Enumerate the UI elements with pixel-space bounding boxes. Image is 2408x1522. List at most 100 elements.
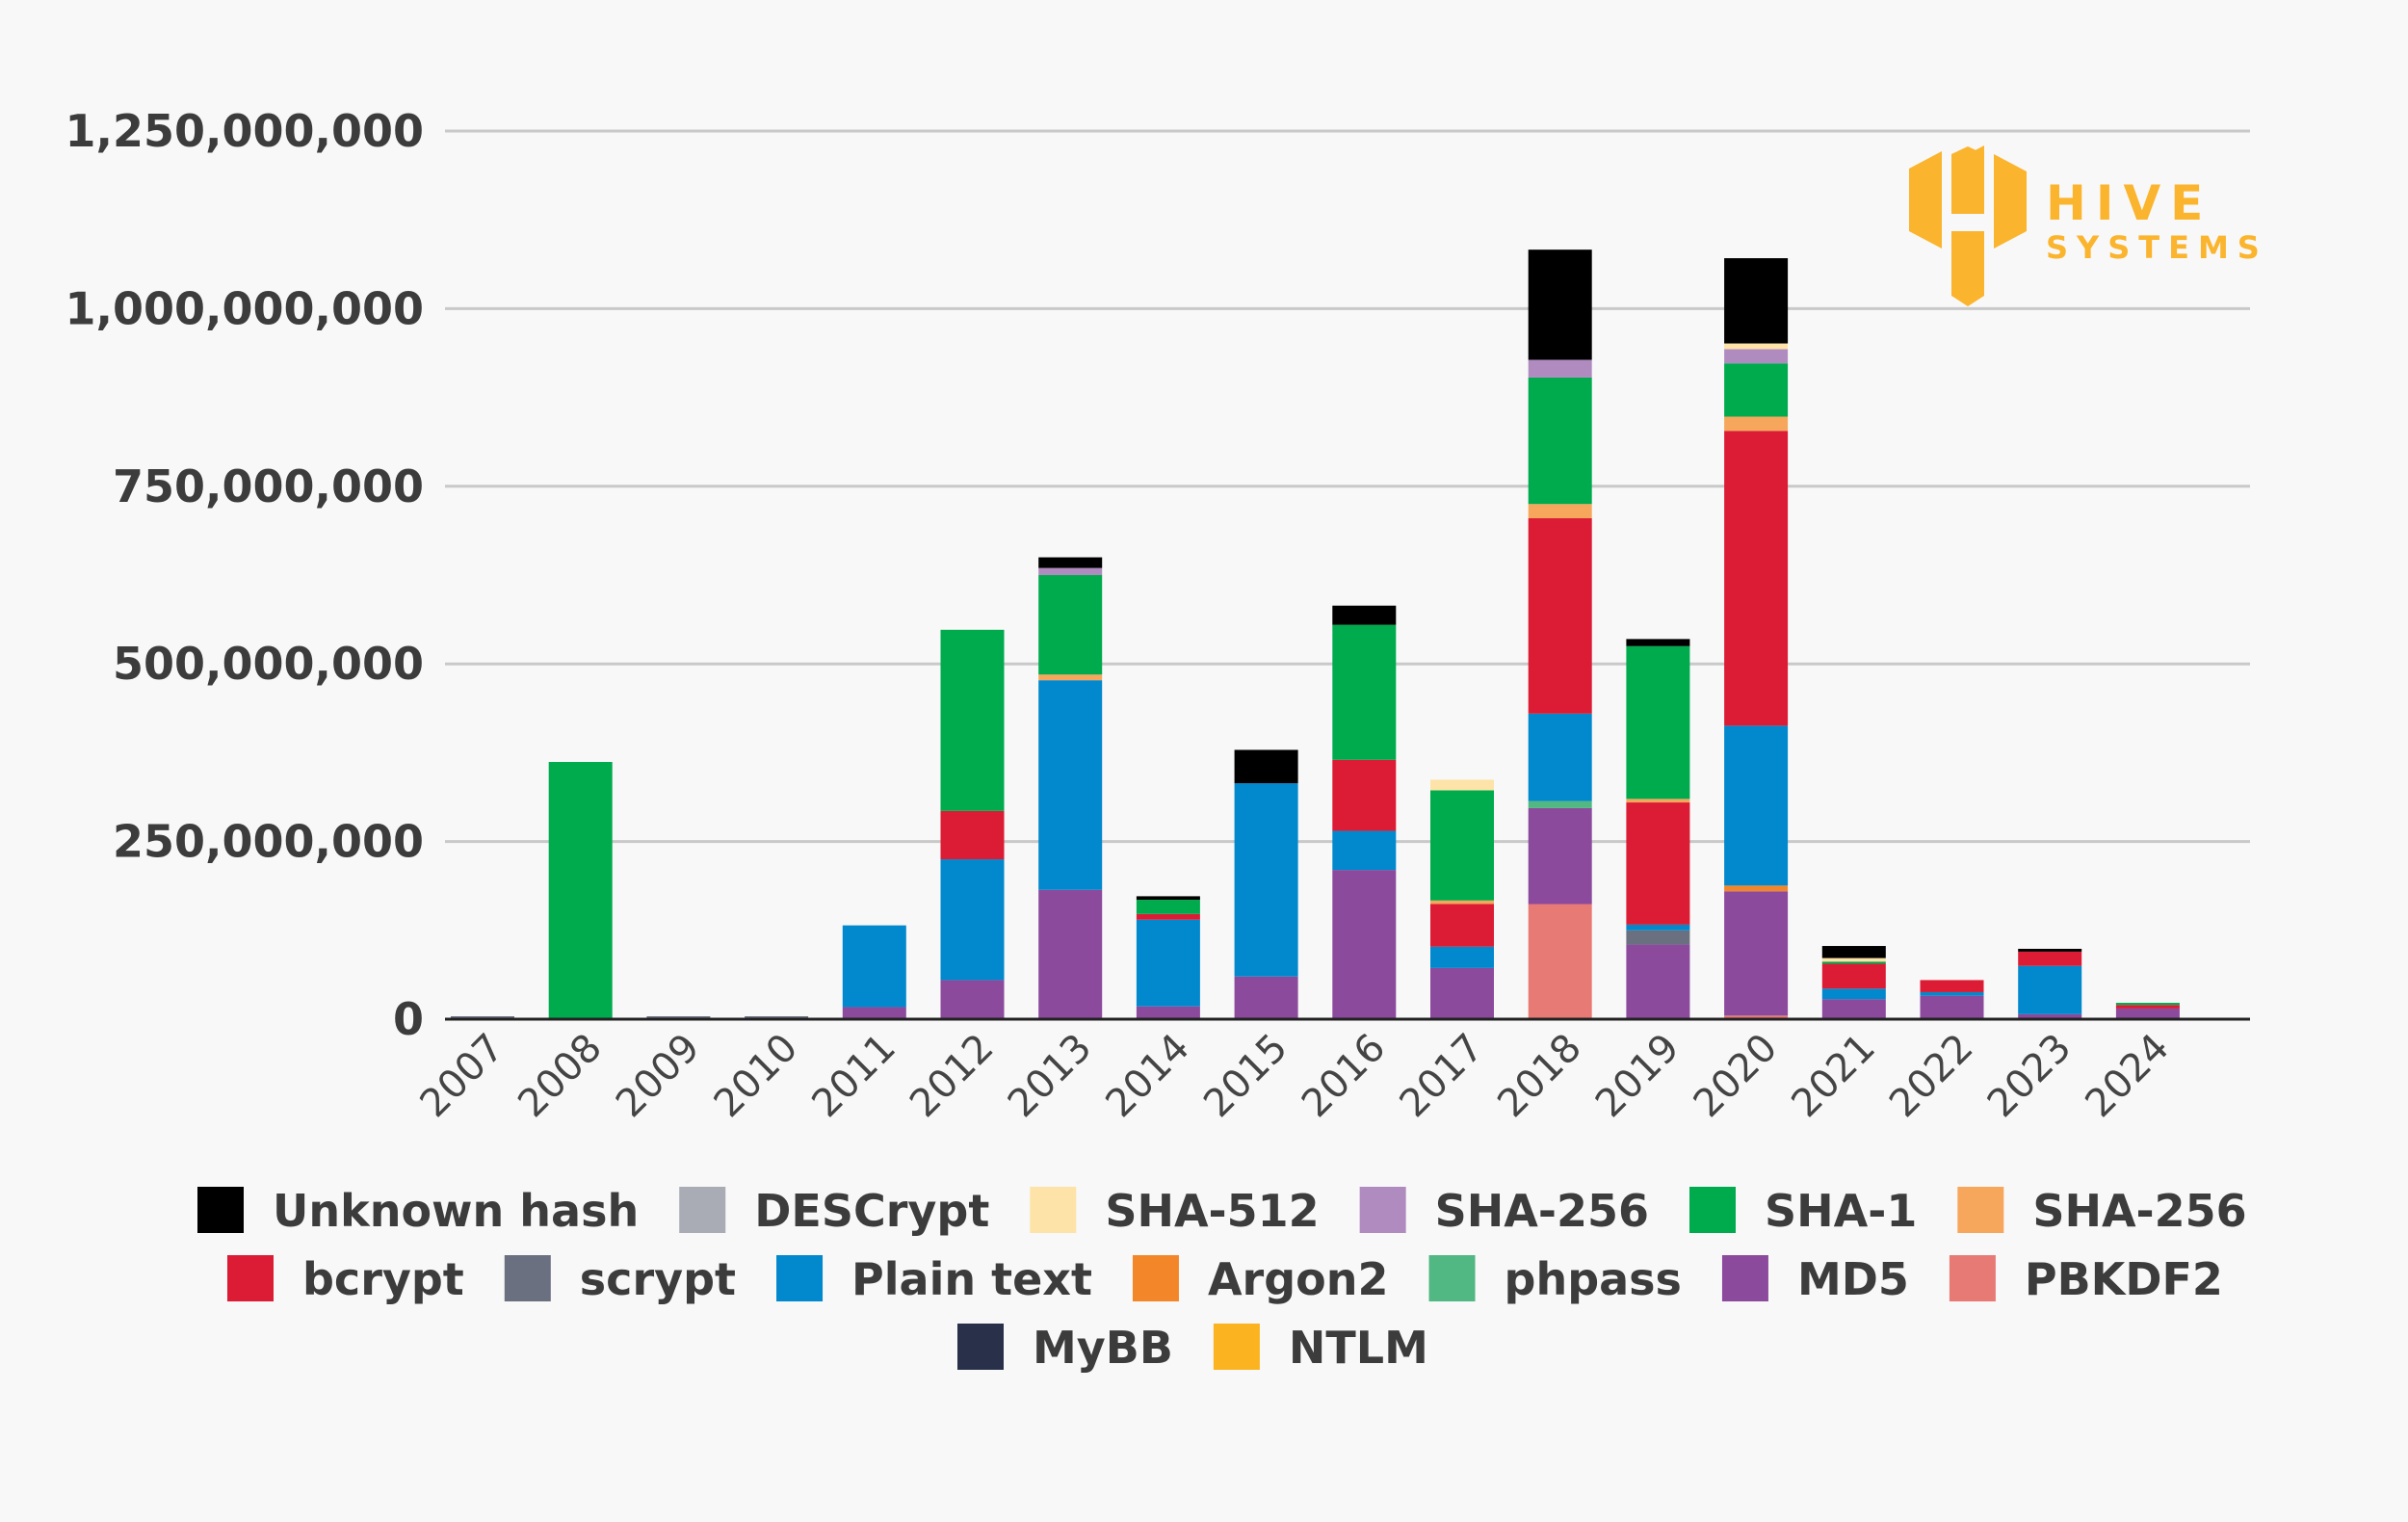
bar-segment-md5-2022 <box>1920 995 1984 1019</box>
bar-segment-plain-text-2013 <box>1038 680 1103 890</box>
bar-segment-sha-1-2013 <box>1038 575 1103 675</box>
bar-segment-sha-512-2017 <box>1430 779 1494 791</box>
bar-segment-scrypt-2019 <box>1626 930 1690 945</box>
x-tick-label: 2021 <box>1783 1026 1884 1127</box>
bar-segment-bcrypt-2023 <box>2018 951 2082 966</box>
y-tick-label: 1,250,000,000 <box>65 105 425 157</box>
logo-line1: HIVE <box>2046 175 2212 231</box>
bar-segment-unknown-hash-2020 <box>1724 258 1789 344</box>
legend-label: SHA-512 <box>1105 1185 1319 1237</box>
bar-stack-2017 <box>1430 779 1494 1019</box>
legend-item-md5: MD5 <box>1721 1253 1909 1305</box>
bar-stack-2008 <box>548 761 613 1019</box>
y-tick-label: 750,000,000 <box>113 460 424 512</box>
bar-segment-sha-1-2016 <box>1332 624 1397 760</box>
bar-segment-md5-2014 <box>1136 1006 1200 1019</box>
y-tick-label: 500,000,000 <box>113 638 424 690</box>
bar-segment-sha-512-2020 <box>1724 343 1789 350</box>
bar-stack-2012 <box>940 629 1005 1019</box>
legend-swatch <box>1957 1187 2004 1233</box>
bar-stack-2018 <box>1528 249 1592 1019</box>
hive-hexagon-icon <box>1909 145 2027 306</box>
legend-swatch <box>1949 1255 1996 1301</box>
stacked-bars <box>451 249 2180 1019</box>
legend-label: MyBB <box>1033 1322 1173 1374</box>
y-tick-label: 1,000,000,000 <box>65 282 425 334</box>
legend-label: MD5 <box>1797 1253 1909 1305</box>
bar-segment-sha-256-orange-2018 <box>1528 504 1592 518</box>
legend-label: PBKDF2 <box>2025 1253 2223 1305</box>
x-tick-label: 2020 <box>1686 1026 1787 1127</box>
bar-stack-2020 <box>1724 258 1789 1019</box>
legend-label: SHA-256 <box>2032 1185 2246 1237</box>
x-tick-label: 2008 <box>510 1026 611 1127</box>
bar-segment-unknown-hash-2021 <box>1821 946 1886 958</box>
y-axis-tick-labels: 0 250,000,000 500,000,000 750,000,000 1,000,… <box>65 105 425 1045</box>
bar-segment-bcrypt-2020 <box>1724 431 1789 726</box>
bar-segment-md5-2020 <box>1724 891 1789 1016</box>
legend-item-argon2: Argon2 <box>1132 1253 1389 1305</box>
x-tick-label: 2023 <box>1979 1026 2081 1127</box>
x-tick-label: 2015 <box>1195 1026 1296 1127</box>
bar-segment-plain-text-2012 <box>940 859 1005 981</box>
legend-item-sha-512: SHA-512 <box>1030 1185 1320 1237</box>
legend-swatch <box>957 1324 1004 1370</box>
bar-stack-2019 <box>1626 639 1690 1019</box>
bar-segment-sha-1-2018 <box>1528 377 1592 505</box>
legend-swatch <box>1359 1187 1406 1233</box>
legend-label: SHA-1 <box>1765 1185 1917 1237</box>
bar-segment-pbkdf2-2018 <box>1528 904 1592 1019</box>
bar-segment-sha-1-2014 <box>1136 900 1200 914</box>
legend-item-unknown-hash: Unknown hash <box>197 1185 639 1237</box>
bar-segment-bcrypt-2016 <box>1332 759 1397 831</box>
bar-segment-md5-2016 <box>1332 870 1397 1019</box>
bar-segment-sha-256-light-purple-2013 <box>1038 567 1103 575</box>
bar-segment-md5-2018 <box>1528 807 1592 905</box>
legend-item-sha-256-light-purple: SHA-256 <box>1359 1185 1649 1237</box>
bar-segment-md5-2021 <box>1821 999 1886 1019</box>
bar-segment-bcrypt-2021 <box>1821 963 1886 989</box>
bar-segment-bcrypt-2017 <box>1430 904 1494 947</box>
bar-segment-sha-1-2019 <box>1626 645 1690 800</box>
bar-segment-sha-1-2020 <box>1724 363 1789 417</box>
bar-segment-plain-text-2020 <box>1724 725 1789 886</box>
x-tick-label: 2013 <box>1000 1026 1101 1127</box>
bar-segment-sha-256-light-purple-2018 <box>1528 359 1592 378</box>
logo-line2: SYSTEMS <box>2046 229 2268 266</box>
bar-segment-md5-2012 <box>940 980 1005 1019</box>
x-tick-label: 2007 <box>412 1026 513 1127</box>
bar-segment-plain-text-2014 <box>1136 919 1200 1007</box>
x-tick-label: 2022 <box>1881 1026 1982 1127</box>
bar-segment-plain-text-2015 <box>1234 783 1298 977</box>
x-tick-label: 2017 <box>1392 1026 1493 1127</box>
bar-segment-bcrypt-2014 <box>1136 913 1200 920</box>
bar-segment-unknown-hash-2014 <box>1136 896 1200 901</box>
bar-segment-pbkdf2-2020 <box>1724 1015 1789 1019</box>
bar-segment-md5-2015 <box>1234 976 1298 1019</box>
bar-segment-sha-1-2021 <box>1821 961 1886 964</box>
legend-item-descrypt: DESCrypt <box>679 1185 989 1237</box>
bar-segment-bcrypt-2024 <box>2115 1005 2180 1009</box>
x-axis-tick-labels: 2007200820092010201120122013201420152016… <box>412 1026 2178 1127</box>
bar-segment-bcrypt-2018 <box>1528 517 1592 714</box>
legend-item-plain-text: Plain text <box>776 1253 1092 1305</box>
bar-stack-2016 <box>1332 605 1397 1019</box>
legend-label: DESCrypt <box>754 1185 989 1237</box>
x-tick-label: 2014 <box>1097 1026 1198 1127</box>
bar-segment-bcrypt-2012 <box>940 810 1005 860</box>
legend-swatch <box>776 1255 824 1301</box>
legend-swatch <box>1132 1255 1179 1301</box>
bar-segment-sha-1-2017 <box>1430 790 1494 901</box>
bar-segment-argon2-2020 <box>1724 885 1789 892</box>
bar-segment-sha-1-2008 <box>548 761 613 1019</box>
x-tick-label: 2011 <box>803 1026 904 1127</box>
legend-item-ntlm: NTLM <box>1213 1322 1428 1374</box>
bar-segment-sha-256-light-purple-2020 <box>1724 349 1789 364</box>
x-tick-label: 2010 <box>706 1026 807 1127</box>
legend-item-scrypt: scrypt <box>504 1253 736 1305</box>
bar-segment-plain-text-2016 <box>1332 830 1397 871</box>
bar-segment-md5-2023 <box>2018 1013 2082 1019</box>
y-tick-label: 0 <box>393 993 424 1045</box>
bar-segment-plain-text-2019 <box>1626 924 1690 931</box>
